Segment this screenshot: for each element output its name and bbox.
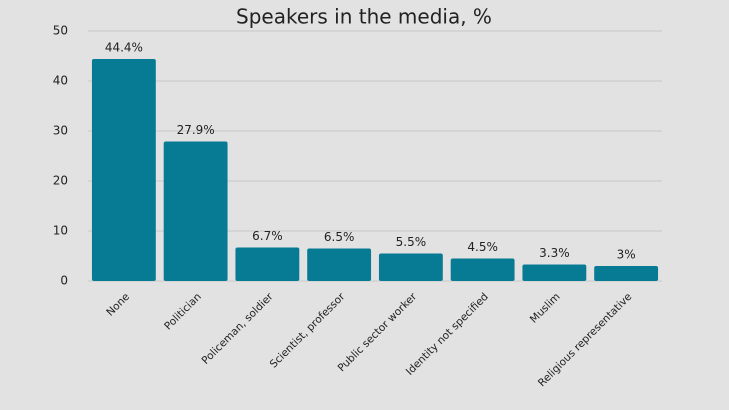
chart-title: Speakers in the media, % [236,5,492,29]
value-label: 6.7% [252,229,283,243]
value-label: 3% [617,248,636,262]
y-tick-label: 50 [53,24,68,38]
bar [450,258,515,281]
bar [522,264,587,281]
y-tick-label: 10 [53,224,68,238]
value-label: 6.5% [324,230,355,244]
bar [235,247,300,281]
bar [91,59,156,281]
value-label: 3.3% [539,246,570,260]
value-label: 4.5% [467,240,498,254]
value-label: 27.9% [177,123,215,137]
y-tick-label: 20 [53,174,68,188]
y-tick-label: 0 [60,274,68,288]
bar [163,141,228,281]
y-tick-label: 30 [53,124,68,138]
bar [307,248,372,281]
bar [378,253,443,281]
value-label: 44.4% [105,41,143,55]
value-label: 5.5% [396,235,427,249]
bar [594,266,659,281]
y-tick-label: 40 [53,74,68,88]
